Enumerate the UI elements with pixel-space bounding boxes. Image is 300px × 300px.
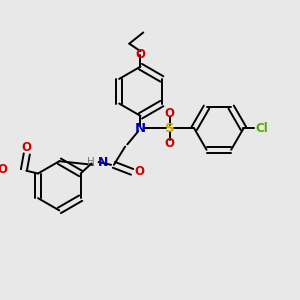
Text: O: O xyxy=(136,48,146,62)
Text: O: O xyxy=(165,107,175,120)
Text: N: N xyxy=(98,155,108,169)
Text: O: O xyxy=(22,141,32,154)
Text: O: O xyxy=(0,163,7,176)
Text: O: O xyxy=(165,136,175,149)
Text: N: N xyxy=(135,122,146,135)
Text: H: H xyxy=(87,157,95,167)
Text: O: O xyxy=(134,165,144,178)
Text: Cl: Cl xyxy=(255,122,268,135)
Text: S: S xyxy=(165,122,175,135)
